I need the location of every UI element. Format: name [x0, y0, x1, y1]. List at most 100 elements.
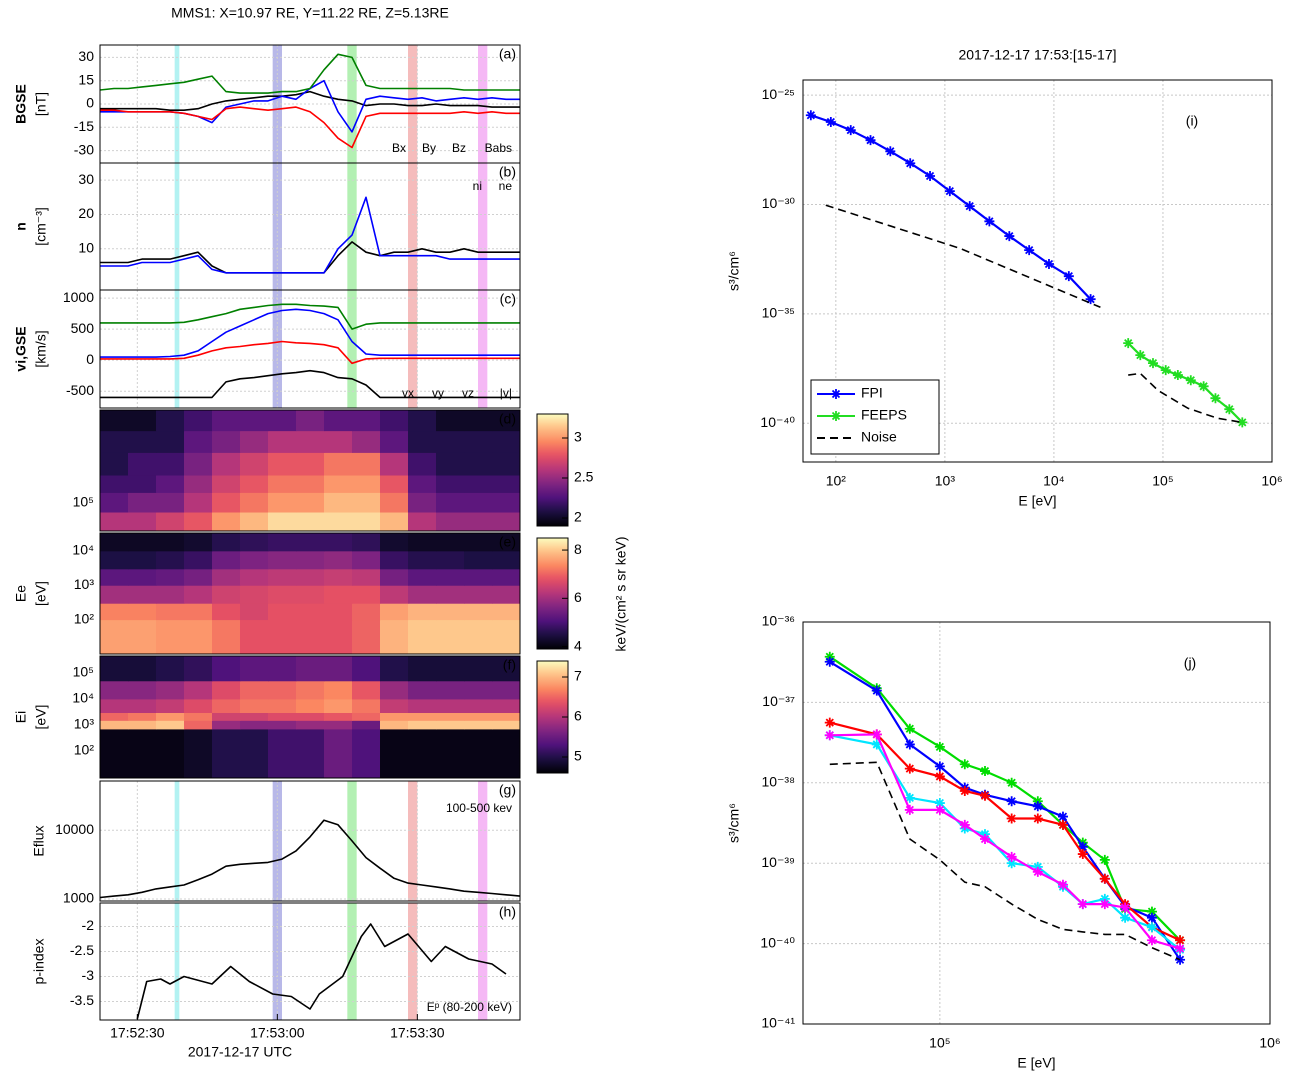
data-point [934, 804, 945, 815]
chart-title: 2017-12-17 17:53:[15-17] [958, 47, 1116, 63]
heatmap-cell [212, 680, 241, 700]
highlight-band [478, 781, 488, 901]
heatmap-cell [240, 533, 269, 552]
heatmap-cell [436, 603, 465, 621]
heatmap-cell [212, 475, 241, 493]
data-point [1147, 358, 1158, 369]
panel-frame [99, 409, 521, 532]
data-point [904, 763, 915, 774]
heatmap-cell [128, 512, 157, 532]
y-tick-label: 10³ [74, 716, 95, 732]
y-axis-label: [nT] [33, 92, 49, 116]
data-point [1099, 893, 1110, 904]
data-point [1057, 879, 1068, 890]
y-tick-label: 1000 [63, 289, 94, 305]
heatmap-cell [156, 585, 185, 604]
heatmap-cell [436, 568, 465, 586]
y-tick-label: -3.5 [70, 992, 94, 1008]
y-tick-label: 10⁻⁴⁰ [760, 414, 795, 430]
heatmap-cell [156, 475, 185, 493]
data-point [871, 739, 882, 750]
data-point [1224, 404, 1235, 415]
highlight-band [408, 163, 418, 290]
data-point [805, 110, 816, 121]
data-point [1006, 777, 1017, 788]
panel-label: (h) [499, 904, 516, 920]
heatmap-cell [492, 720, 521, 730]
heatmap-cell [296, 492, 325, 513]
heatmap-cell [352, 475, 381, 493]
heatmap-cell [128, 728, 157, 779]
data-line [100, 90, 520, 111]
heatmap-cell [184, 492, 213, 513]
highlight-band [408, 290, 418, 408]
y-tick-label: 10⁻³⁶ [762, 613, 795, 629]
data-point [1185, 375, 1196, 386]
data-point [1077, 841, 1088, 852]
heatmap-cell [240, 568, 269, 586]
heatmap-cell [128, 712, 157, 721]
heatmap-cell [464, 680, 493, 700]
data-point [1032, 813, 1043, 824]
heatmap-cell [296, 512, 325, 532]
y-tick-label: 10⁻²⁵ [762, 86, 795, 102]
data-line [99, 819, 521, 899]
colorbar-tick-label: 4 [574, 637, 582, 653]
data-point [1006, 813, 1017, 824]
heatmap-cell [296, 410, 325, 432]
legend-marker [831, 389, 841, 399]
y-tick-label: 1000 [63, 890, 94, 906]
heatmap-cell [324, 680, 353, 700]
heatmap-cell [212, 430, 241, 453]
data-point [1077, 849, 1088, 860]
highlight-band [272, 290, 282, 408]
heatmap-cell [184, 728, 213, 779]
heatmap-cell [156, 410, 185, 432]
data-point [1006, 858, 1017, 869]
heatmap-cell [492, 698, 521, 713]
heatmap-cell [352, 680, 381, 700]
heatmap-cell [408, 619, 437, 655]
data-point [824, 651, 835, 662]
y-tick-label: -3 [82, 967, 95, 983]
heatmap-cell [324, 585, 353, 604]
heatmap-cell [324, 512, 353, 532]
heatmap-cell [240, 712, 269, 721]
data-point [871, 729, 882, 740]
heatmap-cell [492, 712, 521, 721]
heatmap-cell [100, 728, 129, 779]
heatmap-cell [436, 698, 465, 713]
legend-label: Babs [485, 141, 512, 155]
x-tick-label: 10⁶ [1259, 1035, 1280, 1051]
heatmap-cell [184, 475, 213, 493]
data-point [1123, 338, 1134, 349]
x-tick-label: 10⁵ [1152, 473, 1173, 489]
colorbar-tick-label: 6 [574, 708, 582, 724]
data-line [99, 53, 520, 94]
heatmap-cell [100, 568, 129, 586]
heatmap-cell [128, 619, 157, 655]
heatmap-cell [184, 452, 213, 476]
data-point [1175, 943, 1186, 954]
legend-label: By [422, 141, 436, 155]
heatmap-cell [380, 475, 409, 493]
legend-label: FPI [861, 385, 883, 401]
heatmap-cell [156, 568, 185, 586]
heatmap-cell [212, 720, 241, 730]
heatmap-cell [184, 430, 213, 453]
data-point [904, 723, 915, 734]
x-tick-label: 17:53:30 [390, 1025, 445, 1041]
heatmap-cell [128, 603, 157, 621]
highlight-band [272, 163, 282, 290]
y-axis-label: Eflux [31, 825, 47, 856]
data-point [1099, 899, 1110, 910]
data-point [845, 125, 856, 136]
data-point [1057, 819, 1068, 830]
data-point [1198, 381, 1209, 392]
legend-label: |v| [500, 386, 512, 400]
heatmap-cell [464, 492, 493, 513]
heatmap-cell [268, 712, 297, 721]
heatmap-cell [100, 680, 129, 700]
heatmap-cell [268, 410, 297, 432]
heatmap-cell [184, 712, 213, 721]
